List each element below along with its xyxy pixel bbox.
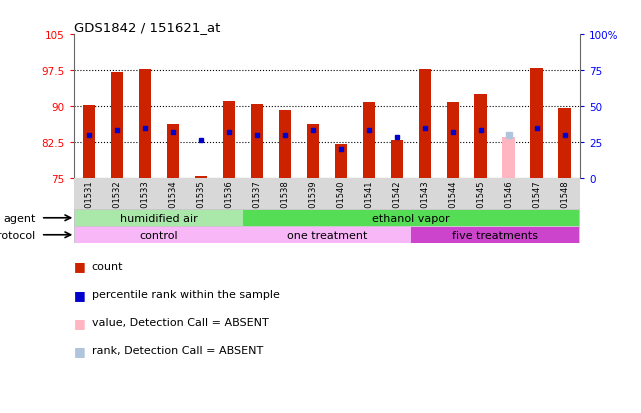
Bar bbox=[75, 210, 243, 226]
Text: GSM101539: GSM101539 bbox=[308, 180, 317, 230]
Text: GSM101547: GSM101547 bbox=[532, 180, 541, 230]
Text: rank, Detection Call = ABSENT: rank, Detection Call = ABSENT bbox=[92, 346, 263, 356]
Text: GSM101531: GSM101531 bbox=[85, 180, 94, 230]
Bar bbox=[363, 103, 375, 178]
Text: GSM101533: GSM101533 bbox=[140, 180, 149, 231]
Text: value, Detection Call = ABSENT: value, Detection Call = ABSENT bbox=[92, 318, 269, 328]
Text: ■: ■ bbox=[74, 260, 85, 273]
Text: GSM101545: GSM101545 bbox=[476, 180, 485, 230]
Text: humidified air: humidified air bbox=[120, 213, 198, 223]
Text: control: control bbox=[140, 230, 178, 240]
Text: GSM101538: GSM101538 bbox=[281, 180, 290, 231]
Text: GSM101546: GSM101546 bbox=[504, 180, 513, 230]
Text: count: count bbox=[92, 261, 123, 271]
Text: protocol: protocol bbox=[0, 230, 36, 240]
Text: percentile rank within the sample: percentile rank within the sample bbox=[92, 290, 279, 299]
Bar bbox=[503, 138, 515, 178]
Text: ■: ■ bbox=[74, 316, 85, 329]
Bar bbox=[411, 227, 579, 243]
Bar bbox=[306, 125, 319, 178]
Text: ethanol vapor: ethanol vapor bbox=[372, 213, 449, 223]
Bar bbox=[243, 210, 579, 226]
Text: five treatments: five treatments bbox=[452, 230, 538, 240]
Bar bbox=[531, 69, 543, 178]
Bar bbox=[195, 177, 207, 178]
Text: GSM101542: GSM101542 bbox=[392, 180, 401, 230]
Text: GSM101540: GSM101540 bbox=[337, 180, 345, 230]
Text: GSM101543: GSM101543 bbox=[420, 180, 429, 230]
Bar bbox=[474, 95, 487, 178]
Text: GSM101535: GSM101535 bbox=[197, 180, 206, 230]
Bar bbox=[167, 125, 179, 178]
Text: GSM101536: GSM101536 bbox=[224, 180, 233, 231]
Text: GSM101532: GSM101532 bbox=[113, 180, 122, 230]
Text: one treatment: one treatment bbox=[287, 230, 367, 240]
Bar bbox=[251, 104, 263, 178]
Bar bbox=[447, 103, 459, 178]
Text: agent: agent bbox=[3, 213, 36, 223]
Text: ■: ■ bbox=[74, 344, 85, 357]
Bar bbox=[419, 69, 431, 178]
Text: ■: ■ bbox=[74, 288, 85, 301]
Text: GSM101534: GSM101534 bbox=[169, 180, 178, 230]
Text: GSM101544: GSM101544 bbox=[448, 180, 457, 230]
Text: GDS1842 / 151621_at: GDS1842 / 151621_at bbox=[74, 21, 220, 34]
Text: GSM101548: GSM101548 bbox=[560, 180, 569, 230]
Bar bbox=[558, 109, 571, 178]
Bar bbox=[390, 140, 403, 178]
Text: GSM101541: GSM101541 bbox=[364, 180, 373, 230]
Bar bbox=[111, 72, 123, 178]
Bar bbox=[243, 227, 411, 243]
Bar bbox=[335, 145, 347, 178]
Bar bbox=[279, 111, 291, 178]
Bar bbox=[75, 227, 243, 243]
Bar bbox=[83, 106, 96, 178]
Bar bbox=[138, 69, 151, 178]
Bar bbox=[222, 102, 235, 178]
Text: GSM101537: GSM101537 bbox=[253, 180, 262, 231]
